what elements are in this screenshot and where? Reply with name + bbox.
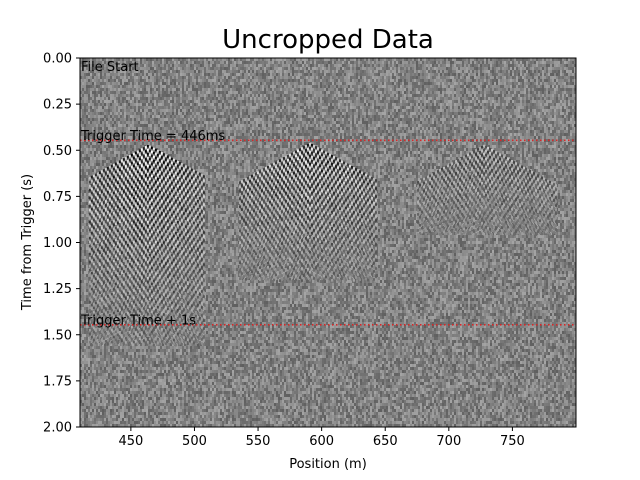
x-tick-label: 700 <box>436 434 461 449</box>
y-tick-label: 0.75 <box>43 190 72 205</box>
annotations: File Start Trigger Time = 446ms Trigger Ti… <box>80 60 225 328</box>
event-2 <box>238 142 377 282</box>
y-tick-label: 0.25 <box>43 98 72 113</box>
x-tick-label: 650 <box>373 434 398 449</box>
y-tick-label: 0.50 <box>43 144 72 159</box>
y-tick-label: 1.75 <box>43 374 72 389</box>
y-tick-label: 1.00 <box>43 236 72 251</box>
plot-area <box>80 58 576 427</box>
event-1 <box>88 144 205 347</box>
x-tick-label: 600 <box>309 434 334 449</box>
x-tick-label: 750 <box>500 434 525 449</box>
x-tick-label: 450 <box>118 434 143 449</box>
x-axis: 450 500 550 600 650 700 750 <box>118 427 525 449</box>
y-axis-label: Time from Trigger (s) <box>20 174 35 311</box>
y-tick-label: 0.00 <box>43 52 72 67</box>
x-tick-label: 550 <box>246 434 271 449</box>
reference-lines <box>80 139 576 326</box>
y-tick-label: 1.25 <box>43 282 72 297</box>
chart-title: Uncropped Data <box>222 25 434 55</box>
y-tick-label: 1.50 <box>43 328 72 343</box>
x-tick-label: 500 <box>182 434 207 449</box>
y-axis: 0.00 0.25 0.50 0.75 1.00 1.25 1.50 1.75 2.00 <box>43 52 80 436</box>
annotation-3: Trigger Time + 1s <box>80 313 196 328</box>
annotation-1: File Start <box>81 60 139 75</box>
event-3 <box>417 144 558 236</box>
annotation-2: Trigger Time = 446ms <box>80 129 225 144</box>
seismic-events <box>88 142 558 347</box>
x-axis-label: Position (m) <box>289 457 367 472</box>
y-tick-label: 2.00 <box>43 421 72 436</box>
